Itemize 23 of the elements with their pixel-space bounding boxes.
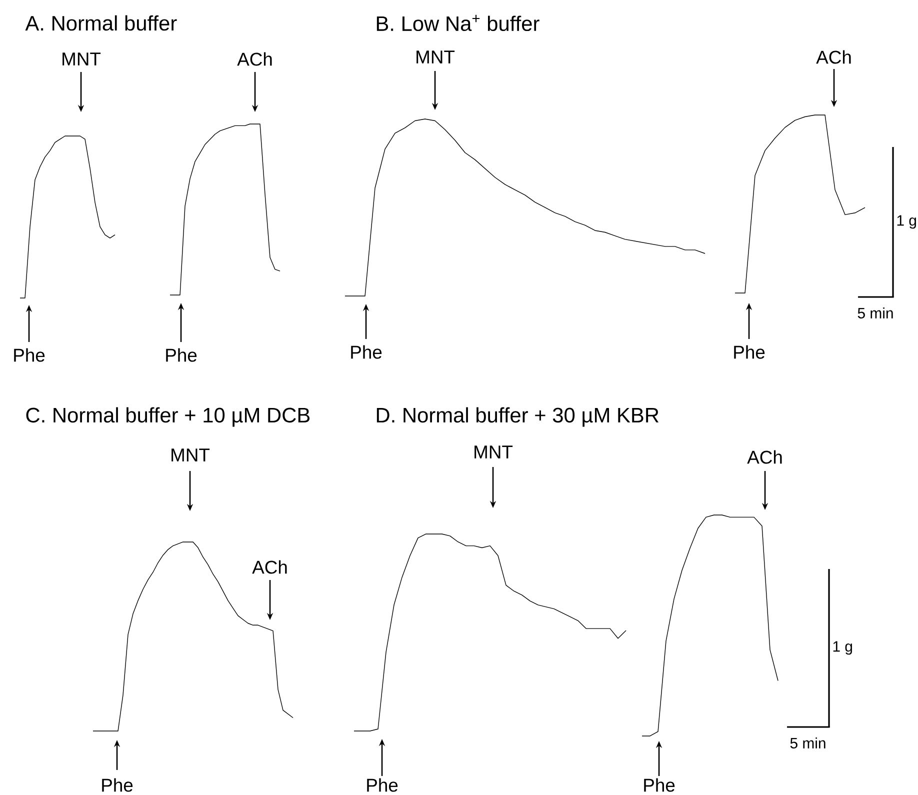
text: 5 min xyxy=(858,308,893,318)
text: Phe xyxy=(644,778,675,792)
chart-title: B. Low Na$^{+}$ buffer xyxy=(376,14,540,32)
text: 1 g xyxy=(897,215,916,229)
annotation: ACh xyxy=(252,560,287,574)
text: ACh xyxy=(816,50,851,64)
text: MNT xyxy=(416,50,455,64)
text: Phe xyxy=(102,778,133,792)
text: 1 g xyxy=(833,641,852,655)
text: MNT xyxy=(172,448,210,462)
text: ACh xyxy=(237,52,272,66)
text: Phe xyxy=(14,348,45,362)
text: Phe xyxy=(351,345,382,359)
text: MNT xyxy=(62,52,101,66)
text: Phe xyxy=(166,348,197,362)
chart-title: D. Normal buffer + 30 µM KBR xyxy=(376,407,659,427)
text: MNT xyxy=(474,446,513,458)
text: ACh xyxy=(747,450,782,464)
chart-title: A. Normal buffer xyxy=(25,15,177,31)
text: 5 min xyxy=(790,738,826,748)
chart-title: C. Normal buffer + 10 µM DCB xyxy=(26,407,310,427)
text: Phe xyxy=(734,345,765,359)
text: Phe xyxy=(367,778,398,792)
